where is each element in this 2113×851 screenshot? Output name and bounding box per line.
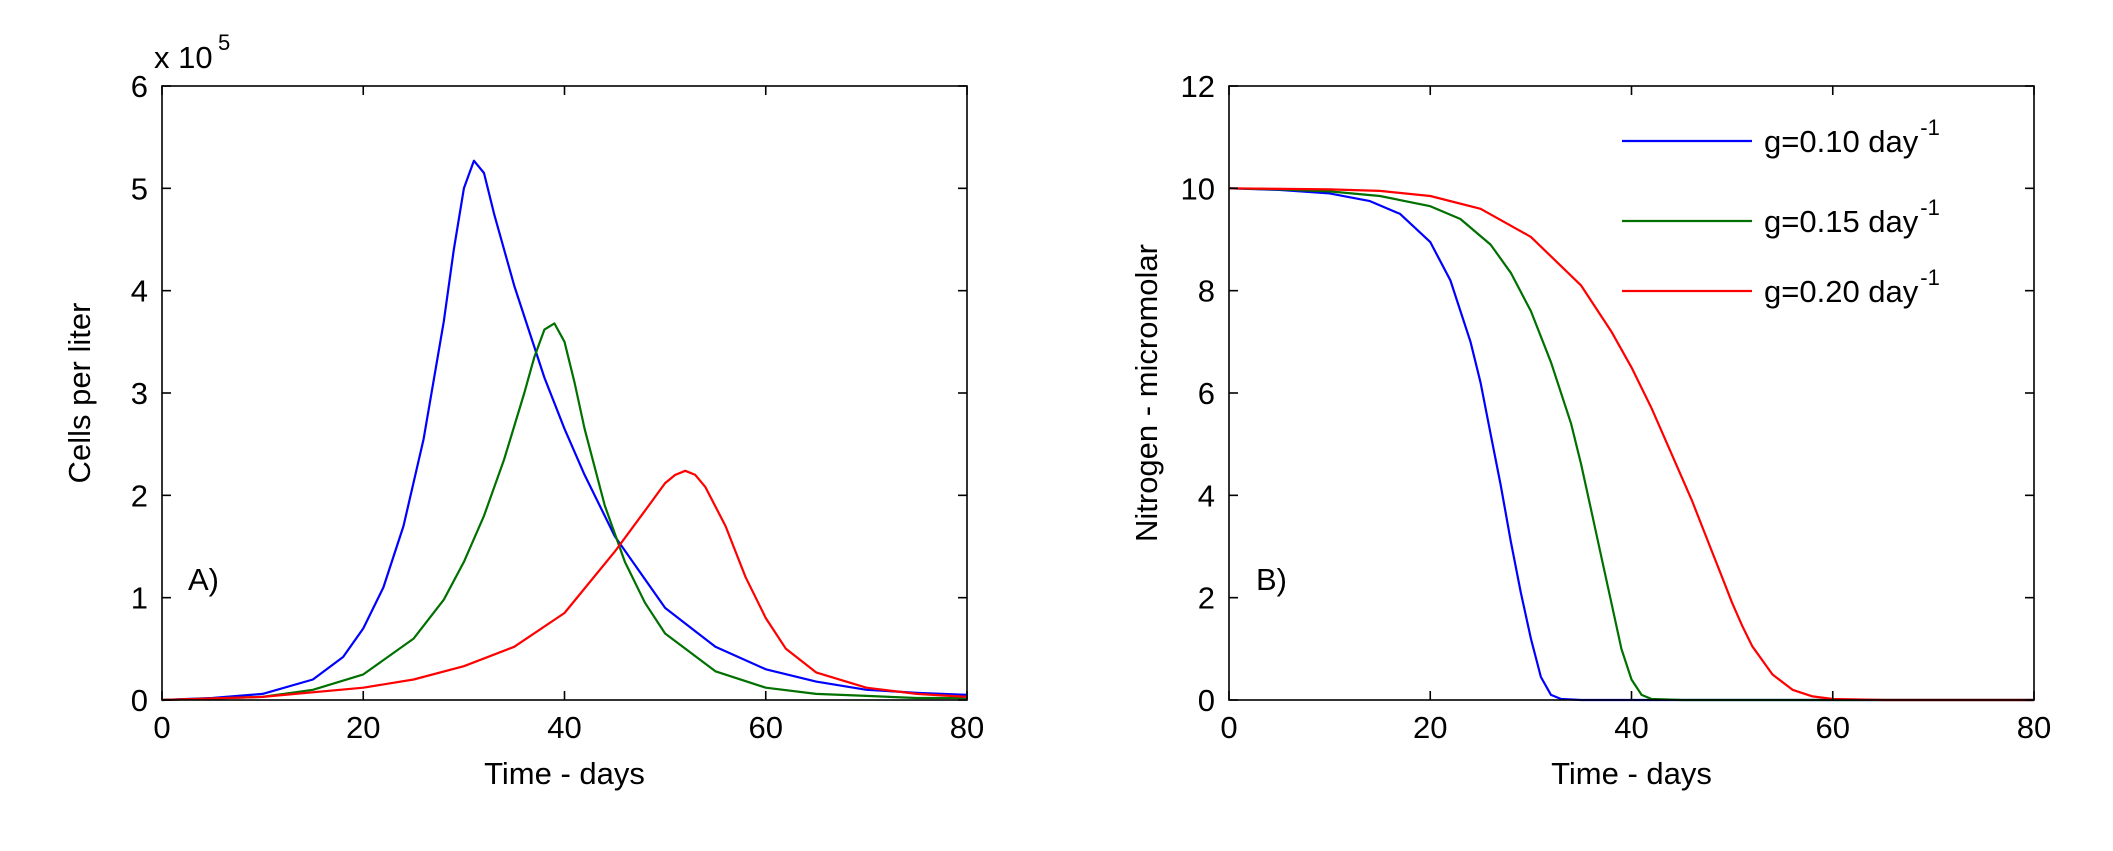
x-tick-label: 60	[1816, 710, 1850, 745]
legend-entry-0: g=0.10 day	[1764, 124, 1919, 159]
y-tick-label: 6	[1198, 376, 1215, 411]
series-line-1	[1228, 187, 2034, 702]
x-tick-label: 20	[346, 710, 380, 745]
y-tick-label: 2	[131, 478, 148, 513]
y-tick-label: 8	[1198, 274, 1215, 309]
legend-entry-superscript-1: -1	[1920, 195, 1940, 220]
panel-b: 0 20 40 60 80 0 2 4 6 8 10 12 Time - days Nitrogen - …	[1129, 69, 2051, 791]
x-tick-label: 60	[749, 710, 783, 745]
y-tick-label: 2	[1198, 581, 1215, 616]
legend-entry-superscript-2: -1	[1920, 265, 1940, 290]
x-tick-label: 80	[950, 710, 984, 745]
y-tick-label: 1	[131, 581, 148, 616]
y-tick-label: 0	[1198, 683, 1215, 718]
legend-entry-1: g=0.15 day	[1764, 204, 1919, 239]
panel-a: 0 20 40 60 80 0 1 2 3 4 5 6 Time - days Cells per lit…	[62, 30, 984, 791]
y-axis-label: Nitrogen - micromolar	[1129, 244, 1164, 542]
x-tick-label: 20	[1413, 710, 1447, 745]
x-axis-label: Time - days	[1551, 756, 1712, 791]
legend-entry-superscript-0: -1	[1920, 115, 1940, 140]
y-tick-label: 4	[131, 274, 148, 309]
y-multiplier-exponent: 5	[218, 30, 230, 55]
x-axis-label: Time - days	[484, 756, 645, 791]
y-tick-label: 0	[131, 683, 148, 718]
x-tick-label: 40	[547, 710, 581, 745]
x-tick-label: 0	[153, 710, 170, 745]
panel-label: A)	[188, 562, 219, 597]
x-tick-label: 80	[2017, 710, 2051, 745]
x-tick-label: 40	[1614, 710, 1648, 745]
panel-label: B)	[1256, 562, 1287, 597]
y-axis-label: Cells per liter	[62, 303, 97, 484]
y-tick-label: 12	[1181, 69, 1215, 104]
y-tick-label: 6	[131, 69, 148, 104]
y-tick-label: 10	[1181, 171, 1215, 206]
series-line-2	[161, 469, 968, 702]
x-tick-label: 0	[1220, 710, 1237, 745]
y-multiplier-label: x 10	[154, 40, 213, 75]
y-tick-label: 3	[131, 376, 148, 411]
series-line-2	[1228, 187, 2034, 702]
y-tick-label: 4	[1198, 478, 1215, 513]
series-line-1	[161, 322, 967, 702]
legend-entry-2: g=0.20 day	[1764, 274, 1919, 309]
series-line-0	[161, 159, 968, 702]
y-tick-label: 5	[131, 171, 148, 206]
